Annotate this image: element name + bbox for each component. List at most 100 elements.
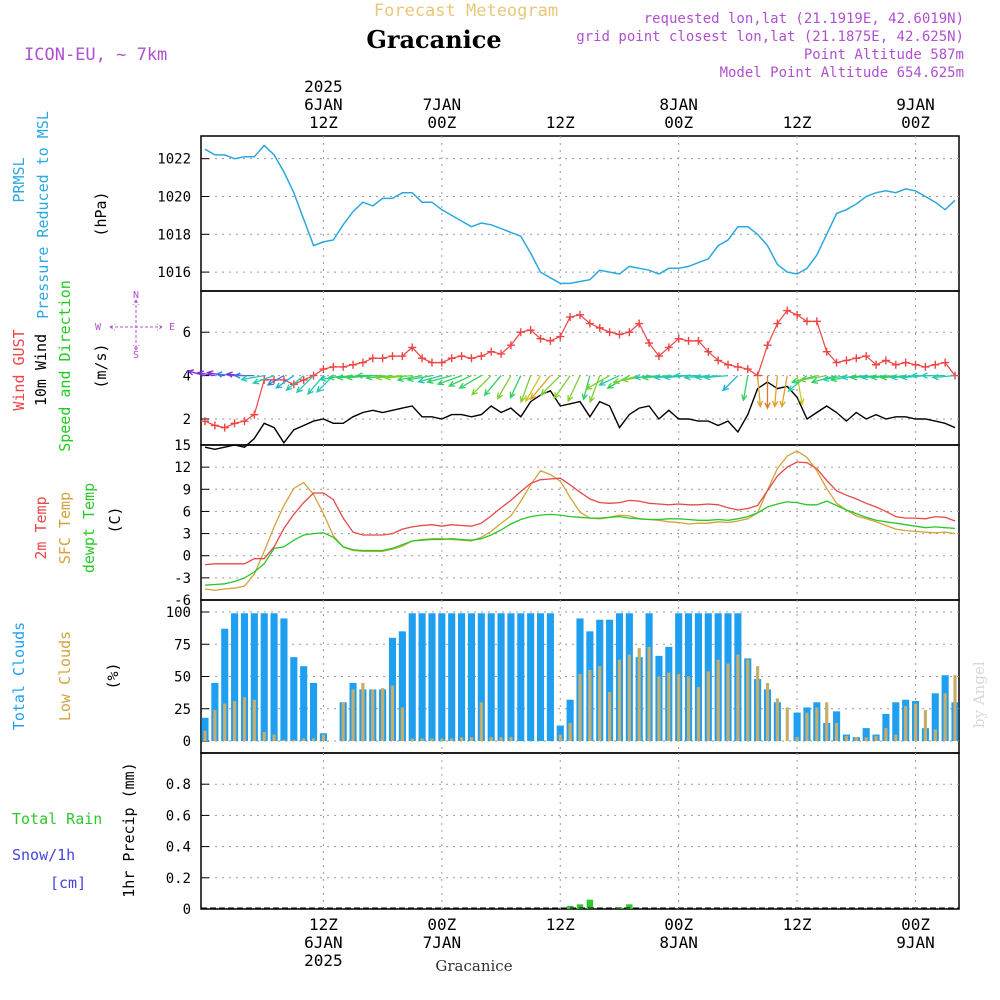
gust-point	[891, 360, 900, 369]
rain-legend: Total Rain	[12, 810, 102, 828]
y-tick-label: 0	[183, 549, 191, 565]
requested-coords: requested lon,lat (21.1919E, 42.6019N)	[644, 11, 964, 27]
low-cloud-bar	[371, 689, 375, 741]
bottom-time-label: 7JAN	[423, 933, 462, 952]
low-cloud-bar	[272, 734, 276, 741]
low-cloud-bar	[677, 673, 681, 741]
total-cloud-bar	[231, 613, 239, 741]
gust-point	[220, 423, 229, 432]
gust-point	[941, 358, 950, 367]
total-cloud-bar	[477, 613, 485, 741]
panel-frame	[200, 752, 960, 910]
wind-arrow	[598, 375, 620, 386]
wind-arrow	[383, 374, 413, 381]
bottom-time-label: 12Z	[309, 915, 338, 934]
total-clouds-label: Total Clouds	[10, 622, 28, 730]
gust-point	[921, 362, 930, 371]
low-cloud-bar	[696, 686, 701, 741]
y-tick-label: 6	[183, 504, 191, 520]
bottom-time-label: 12Z	[783, 915, 812, 934]
low-cloud-bar	[262, 731, 266, 741]
gust-point	[566, 313, 575, 322]
low-cloud-bar	[292, 739, 296, 741]
y-tick-label: 2	[183, 412, 191, 428]
y-tick-label: 25	[174, 702, 191, 718]
top-time-label: 12Z	[546, 113, 575, 132]
rain-bar	[576, 904, 584, 909]
gust-point	[408, 343, 417, 352]
pressure-panel: PRMSL Pressure Reduced to MSL (hPa) 1016…	[10, 111, 960, 319]
wind-arrow	[471, 375, 492, 396]
total-cloud-bar	[546, 613, 554, 741]
gust-point	[911, 360, 920, 369]
low-cloud-bar	[558, 734, 562, 741]
rain-bar	[566, 905, 574, 909]
y-tick-label: 0	[183, 734, 191, 750]
y-tick-label: 0.6	[166, 808, 191, 824]
gust-point	[773, 319, 782, 328]
gust-point	[299, 375, 308, 384]
gust-point	[201, 417, 209, 426]
gust-point	[368, 354, 377, 363]
low-cloud-bar	[302, 738, 306, 741]
low-cloud-bar	[647, 646, 651, 741]
direction-label: Speed and Direction	[56, 280, 74, 452]
low-cloud-bar	[834, 722, 839, 741]
low-cloud-bar	[765, 682, 770, 741]
pressure-label-2: Pressure Reduced to MSL	[34, 111, 52, 319]
y-tick-label: 1016	[157, 265, 191, 281]
wind-arrow	[374, 374, 403, 381]
low-cloud-bar	[716, 659, 720, 741]
wind-arrow	[496, 375, 512, 400]
model-altitude: Model Point Altitude 654.625m	[720, 65, 964, 81]
gust-point	[556, 332, 565, 341]
temp2m-line	[204, 461, 956, 566]
gust-point	[694, 336, 703, 345]
total-cloud-bar	[428, 613, 436, 741]
sfc-temp-line	[204, 450, 956, 592]
gust-point	[704, 347, 713, 356]
rain-bar	[626, 904, 633, 909]
wind-arrow	[721, 375, 739, 392]
y-tick-label: 0	[183, 902, 191, 918]
bottom-time-label: 00Z	[427, 915, 456, 934]
low-cloud-bar	[213, 710, 217, 741]
gust-line	[204, 309, 956, 429]
low-cloud-bar	[706, 671, 710, 741]
low-cloud-bar	[785, 707, 789, 741]
wind-arrow	[633, 374, 660, 381]
low-cloud-bar	[509, 737, 513, 741]
wind-arrow	[274, 375, 295, 389]
total-cloud-bar	[487, 613, 495, 741]
total-cloud-bar	[448, 613, 456, 741]
gust-point	[378, 354, 387, 363]
total-cloud-bar	[556, 725, 564, 741]
low-cloud-bar	[746, 659, 750, 741]
top-time-label: 12Z	[783, 113, 812, 132]
gust-point	[210, 421, 219, 430]
top-time-label: 6JAN	[304, 95, 343, 114]
gust-point	[585, 319, 594, 328]
gust-point	[506, 341, 515, 350]
clouds-panel: Total Clouds Low Clouds (%) 0 25 50 75 100	[10, 599, 960, 754]
total-cloud-bar	[398, 631, 406, 741]
gust-point	[605, 328, 614, 337]
gust-point	[812, 317, 821, 326]
wind-arrow	[447, 375, 472, 387]
low-clouds-label: Low Clouds	[56, 631, 74, 721]
wind-arrow	[567, 375, 581, 403]
y-tick-label: -6	[174, 593, 191, 609]
total-cloud-bar	[260, 613, 268, 741]
gust-point	[625, 328, 634, 337]
wind-arrow	[703, 374, 729, 381]
point-altitude: Point Altitude 587m	[804, 47, 964, 63]
gust-point	[487, 347, 496, 356]
wind-arrow	[295, 375, 315, 394]
y-tick-label: 3	[183, 527, 191, 543]
low-cloud-bar	[608, 691, 612, 741]
wind-arrow	[673, 372, 699, 379]
gust-point	[457, 352, 466, 361]
gust-point	[852, 354, 861, 363]
bottom-time-label: 8JAN	[659, 933, 698, 952]
gust-point	[349, 360, 358, 369]
